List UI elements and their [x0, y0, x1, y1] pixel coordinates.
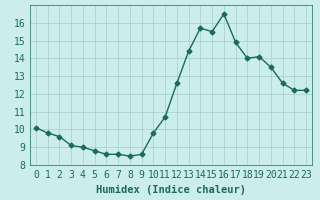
X-axis label: Humidex (Indice chaleur): Humidex (Indice chaleur)	[96, 185, 246, 195]
